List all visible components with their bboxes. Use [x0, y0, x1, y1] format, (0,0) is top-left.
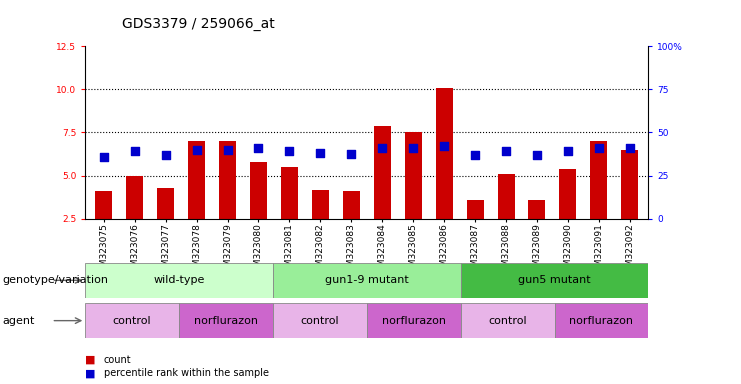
Bar	[219, 141, 236, 262]
Bar	[96, 191, 113, 262]
Text: percentile rank within the sample: percentile rank within the sample	[104, 368, 269, 378]
Bar	[467, 200, 484, 262]
Point	[345, 151, 357, 157]
Bar	[85, 303, 179, 338]
Text: count: count	[104, 355, 131, 365]
Bar	[528, 200, 545, 262]
Point	[376, 145, 388, 151]
Point	[593, 145, 605, 151]
Point	[408, 145, 419, 151]
Point	[190, 147, 202, 153]
Bar	[405, 132, 422, 262]
Bar	[461, 263, 648, 298]
Bar	[436, 88, 453, 262]
Bar	[188, 141, 205, 262]
Point	[500, 149, 512, 155]
Text: control: control	[301, 316, 339, 326]
Text: gun1-9 mutant: gun1-9 mutant	[325, 275, 409, 285]
Text: norflurazon: norflurazon	[194, 316, 258, 326]
Bar	[312, 190, 329, 262]
Text: control: control	[488, 316, 527, 326]
Bar	[373, 126, 391, 262]
Point	[222, 147, 233, 153]
Bar	[591, 141, 608, 262]
Text: ■: ■	[85, 368, 96, 378]
Text: norflurazon: norflurazon	[569, 316, 634, 326]
Bar	[126, 176, 143, 262]
Bar	[85, 263, 273, 298]
Bar	[621, 150, 638, 262]
Point	[160, 152, 172, 158]
Point	[624, 145, 636, 151]
Bar	[157, 188, 174, 262]
Text: genotype/variation: genotype/variation	[2, 275, 108, 285]
Point	[314, 150, 326, 156]
Text: control: control	[113, 316, 151, 326]
Point	[129, 149, 141, 155]
Point	[98, 154, 110, 160]
Point	[531, 152, 543, 158]
Point	[562, 149, 574, 155]
Text: GDS3379 / 259066_at: GDS3379 / 259066_at	[122, 17, 275, 31]
Point	[253, 145, 265, 151]
Bar	[273, 303, 367, 338]
Bar	[179, 303, 273, 338]
Bar	[497, 174, 514, 262]
Text: wild-type: wild-type	[153, 275, 205, 285]
Bar	[273, 263, 461, 298]
Bar	[554, 303, 648, 338]
Text: agent: agent	[2, 316, 35, 326]
Point	[469, 152, 481, 158]
Point	[438, 143, 450, 149]
Bar	[343, 191, 360, 262]
Bar	[281, 167, 298, 262]
Text: norflurazon: norflurazon	[382, 316, 446, 326]
Bar	[367, 303, 461, 338]
Bar	[250, 162, 267, 262]
Text: ■: ■	[85, 355, 96, 365]
Text: gun5 mutant: gun5 mutant	[518, 275, 591, 285]
Point	[284, 149, 296, 155]
Bar	[559, 169, 576, 262]
Bar	[461, 303, 554, 338]
